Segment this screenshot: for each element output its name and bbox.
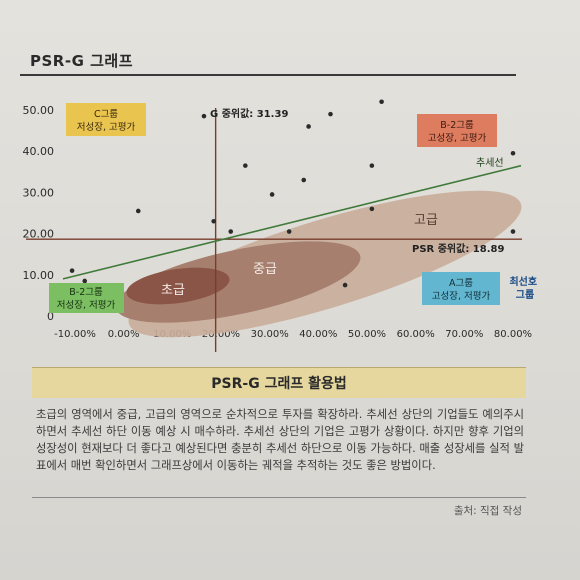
title-divider — [20, 74, 516, 76]
data-point — [211, 218, 216, 224]
psr-g-scatter-chart: 0 10.00 20.00 30.00 40.00 50.00 -10.00% 0.00% 1… — [23, 99, 540, 352]
guide-text: 초급의 영역에서 중급, 고급의 영역으로 순차적으로 투자를 확장하라. 추세… — [36, 408, 524, 472]
data-point — [342, 282, 348, 288]
data-point — [510, 229, 516, 234]
group-c-name: C그룹 — [94, 109, 118, 120]
group-b2-lower-desc: 저성장, 저평가 — [57, 300, 116, 311]
trend-line-label: 추세선 — [476, 157, 504, 169]
data-point — [301, 177, 307, 183]
zone-intermediate-label: 중급 — [253, 262, 277, 277]
trend-line — [62, 164, 522, 280]
x-tick-label: 70.00% — [445, 329, 483, 340]
data-point — [306, 124, 311, 129]
data-point — [82, 278, 88, 284]
group-box-b2-lower: B-2그룹 저성장, 저평가 — [49, 283, 124, 313]
x-tick-labels: -10.00%0.00%10.00%20.00%30.00%40.00%50.0… — [54, 329, 532, 340]
y-tick-label: 50.00 — [23, 104, 55, 117]
y-tick-label: 20.00 — [23, 228, 55, 241]
data-point — [286, 229, 292, 234]
data-point — [135, 208, 141, 214]
chart-title: PSR-G 그래프 — [30, 52, 134, 70]
data-point — [269, 192, 275, 197]
guide-banner: PSR-G 그래프 활용법 — [32, 367, 526, 398]
group-a-name: A그룹 — [449, 278, 473, 289]
x-tick-label: 20.00% — [202, 329, 240, 340]
source-note: 출처: 직접 작성 — [453, 505, 522, 517]
data-point — [243, 163, 248, 168]
psr-median-label: PSR 중위값: 18.89 — [412, 242, 504, 255]
zone-beginner-label: 초급 — [161, 283, 185, 298]
data-point — [379, 99, 384, 105]
data-points — [69, 99, 516, 288]
group-c-desc: 저성장, 고평가 — [77, 122, 136, 133]
group-b2-upper-name: B-2그룹 — [440, 120, 474, 131]
data-point — [510, 150, 516, 156]
group-a-desc: 고성장, 저평가 — [432, 291, 491, 302]
group-box-c: C그룹 저성장, 고평가 — [66, 103, 146, 136]
data-point — [369, 206, 375, 212]
group-box-a: A그룹 고성장, 저평가 — [422, 272, 500, 305]
data-point — [69, 268, 75, 273]
x-tick-label: 60.00% — [397, 329, 435, 340]
data-point — [201, 113, 207, 119]
data-point — [328, 111, 333, 117]
y-tick-label: 10.00 — [23, 269, 55, 282]
group-box-b2-upper: B-2그룹 고성장, 고평가 — [417, 114, 497, 147]
best-group-label: 최선호 그룹 — [509, 275, 540, 301]
zone-beginner-ellipse — [126, 267, 230, 305]
y-tick-label: 40.00 — [23, 145, 55, 158]
x-tick-label: -10.00% — [54, 329, 96, 340]
y-tick-labels: 0 10.00 20.00 30.00 40.00 50.00 — [23, 104, 55, 323]
bottom-divider — [32, 497, 526, 498]
x-tick-label: 80.00% — [494, 329, 532, 340]
y-tick-label: 0 — [47, 310, 54, 323]
zone-advanced-label: 고급 — [414, 213, 438, 228]
group-b2-lower-name: B-2그룹 — [69, 287, 103, 298]
x-tick-label: 0.00% — [108, 329, 140, 340]
y-tick-label: 30.00 — [23, 186, 55, 199]
x-tick-label: 30.00% — [251, 329, 289, 340]
g-median-label: G 중위값: 31.39 — [210, 107, 288, 120]
group-b2-upper-desc: 고성장, 고평가 — [428, 133, 487, 144]
data-point — [369, 163, 375, 168]
x-tick-label: 50.00% — [348, 329, 386, 340]
data-point — [228, 229, 234, 234]
x-tick-label: 40.00% — [299, 329, 337, 340]
